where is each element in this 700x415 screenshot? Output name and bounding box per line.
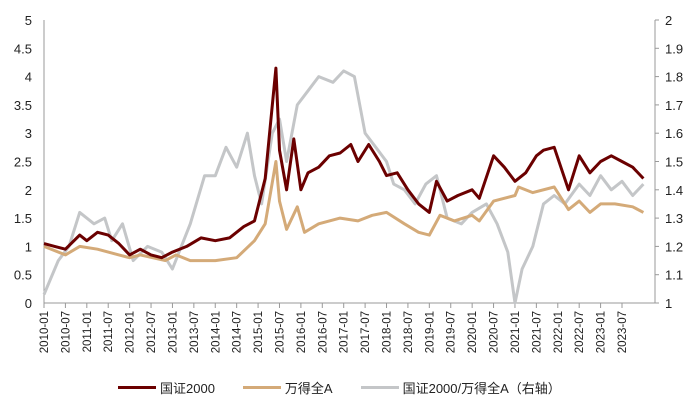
- x-tick-label: 2022-07: [574, 311, 586, 353]
- legend-item-ratio: 国证2000/万得全A（右轴）: [360, 378, 561, 397]
- x-tick-label: 2020-01: [467, 311, 479, 353]
- x-tick-label: 2019-01: [424, 311, 436, 353]
- y-left-tick-label: 3: [25, 126, 32, 141]
- series-line-2: [42, 69, 645, 305]
- x-tick-label: 2023-01: [596, 311, 608, 353]
- x-tick-label: 2019-07: [446, 311, 458, 353]
- x-tick-label: 2017-01: [339, 311, 351, 353]
- y-left-tick-label: 0: [25, 296, 32, 311]
- y-right-tick-label: 2: [665, 13, 672, 28]
- legend-swatch: [118, 386, 156, 389]
- y-right-tick-label: 1.9: [665, 41, 683, 56]
- y-left-tick-label: 1: [25, 239, 32, 254]
- y-right-tick-label: 1.1: [665, 268, 683, 283]
- x-tick-label: 2022-01: [553, 311, 565, 353]
- x-tick-label: 2021-01: [510, 311, 522, 353]
- x-tick-label: 2018-01: [382, 311, 394, 353]
- x-tick-label: 2013-07: [189, 311, 201, 353]
- y-right-tick-label: 1.6: [665, 126, 683, 141]
- y-right-tick-label: 1.3: [665, 211, 683, 226]
- y-left-tick-label: 2: [25, 183, 32, 198]
- x-tick-label: 2021-07: [531, 311, 543, 353]
- x-tick-label: 2014-01: [210, 311, 222, 353]
- y-left-tick-label: 2.5: [14, 155, 32, 170]
- x-tick-label: 2015-01: [253, 311, 265, 353]
- series-line-0: [43, 66, 645, 260]
- x-tick-label: 2012-07: [146, 311, 158, 353]
- x-tick-label: 2016-01: [296, 311, 308, 353]
- legend-swatch: [360, 386, 399, 389]
- x-tick-label: 2011-07: [103, 311, 115, 352]
- y-right-tick-label: 1.2: [665, 239, 683, 254]
- x-tick-label: 2023-07: [617, 311, 629, 353]
- legend-item-guozheng2000: 国证2000: [118, 378, 215, 397]
- legend-swatch: [242, 386, 281, 389]
- y-right-tick-label: 1.8: [665, 70, 683, 85]
- legend-item-wind-a: 万得全A: [242, 378, 333, 397]
- x-tick-label: 2012-01: [125, 311, 137, 353]
- series-line-1: [43, 160, 645, 263]
- y-right-tick-label: 1.5: [665, 155, 683, 170]
- y-left-tick-label: 0.5: [14, 268, 32, 283]
- y-left-tick-label: 1.5: [14, 211, 32, 226]
- legend: 国证2000 万得全A 国证2000/万得全A（右轴）: [118, 378, 561, 397]
- y-left-tick-label: 4: [25, 70, 32, 85]
- x-tick-label: 2016-07: [317, 311, 329, 353]
- legend-label: 国证2000: [160, 381, 215, 396]
- y-left-tick-label: 3.5: [14, 98, 32, 113]
- x-tick-label: 2013-01: [167, 311, 179, 353]
- y-right-tick-label: 1.7: [665, 98, 683, 113]
- y-right-tick-label: 1: [665, 296, 672, 311]
- x-tick-label: 2010-01: [39, 311, 51, 353]
- y-left-tick-label: 4.5: [14, 41, 32, 56]
- x-tick-label: 2018-07: [403, 311, 415, 353]
- x-tick-label: 2015-07: [274, 311, 286, 353]
- legend-label: 国证2000/万得全A（右轴）: [402, 381, 561, 396]
- y-right-tick-label: 1.4: [665, 183, 683, 198]
- x-tick-label: 2020-07: [489, 311, 501, 353]
- x-tick-label: 2014-07: [232, 311, 244, 353]
- x-tick-label: 2010-07: [60, 311, 72, 353]
- y-left-tick-label: 5: [25, 13, 32, 28]
- legend-label: 万得全A: [284, 381, 333, 396]
- x-tick-label: 2017-07: [360, 311, 372, 353]
- x-tick-label: 2011-01: [82, 311, 94, 352]
